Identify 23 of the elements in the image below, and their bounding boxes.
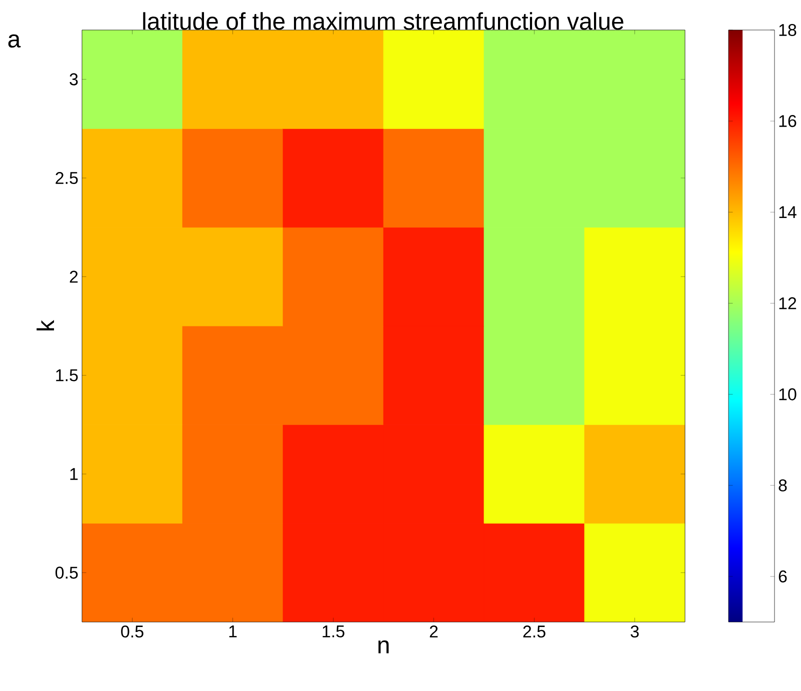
x-tick-label: 3 [630,626,639,638]
color-bar-label: 16 [779,115,796,128]
x-axis-title: n [378,640,389,654]
y-tick-label: 1 [70,468,78,480]
y-tick-label: 2.5 [56,172,78,184]
x-tick-label: 0.5 [121,626,144,638]
y-tick-label: 1.5 [56,369,78,382]
chart-title: latitude of the maximum streamfunction value [143,12,624,30]
color-bar-label: 12 [779,297,796,310]
color-bar-label: 18 [779,24,796,36]
y-tick-label: 0.5 [56,566,78,579]
x-tick-label: 2.5 [523,626,546,638]
y-axis-title: k [36,320,54,330]
x-tick-label: 1 [229,626,237,638]
color-bar-label: 14 [779,206,796,218]
color-bar-label: 8 [778,479,787,492]
color-bar-label: 10 [779,388,796,400]
y-tick-label: 2 [70,270,78,283]
x-tick-label: 2 [430,626,438,638]
color-bar-label: 6 [778,570,787,582]
y-tick-label: 3 [70,73,78,86]
text: a [8,34,21,48]
x-tick-label: 1.5 [322,626,344,638]
